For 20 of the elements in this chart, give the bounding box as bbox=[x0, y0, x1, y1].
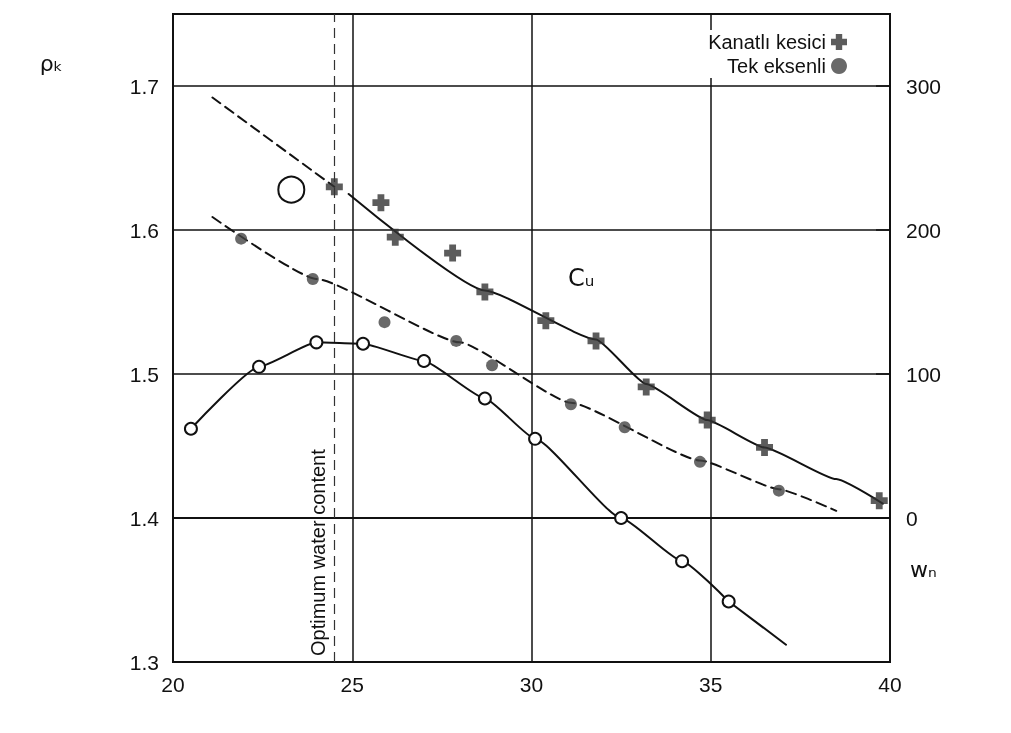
y-tick-label: 1.7 bbox=[129, 74, 159, 98]
y-tick-label: 1.5 bbox=[129, 362, 159, 386]
x-tick-label: 20 bbox=[161, 673, 185, 696]
x-tick-label: 25 bbox=[340, 673, 364, 696]
x-axis-title: wₙ bbox=[910, 556, 937, 582]
y2-tick-label: 100 bbox=[906, 362, 942, 386]
y-tick-label: 1.4 bbox=[129, 506, 160, 530]
x-tick-label: 35 bbox=[699, 673, 723, 696]
y-tick-label: 1.6 bbox=[129, 218, 159, 242]
y-tick-label: 1.3 bbox=[129, 650, 159, 674]
legend-label: Tek eksenli bbox=[727, 55, 826, 77]
y-axis-title: ρₖ bbox=[39, 50, 63, 76]
x-tick-label: 40 bbox=[878, 673, 902, 696]
y2-tick-label: 200 bbox=[906, 218, 942, 242]
legend-label: Kanatlı kesici bbox=[708, 31, 826, 53]
x-tick-label: 30 bbox=[519, 673, 544, 696]
ref-line-label: Optimum water content bbox=[307, 448, 330, 656]
y2-tick-label: 300 bbox=[906, 74, 942, 98]
y2-tick-label: 0 bbox=[906, 506, 918, 530]
annotation: Cᵤ bbox=[568, 264, 595, 292]
